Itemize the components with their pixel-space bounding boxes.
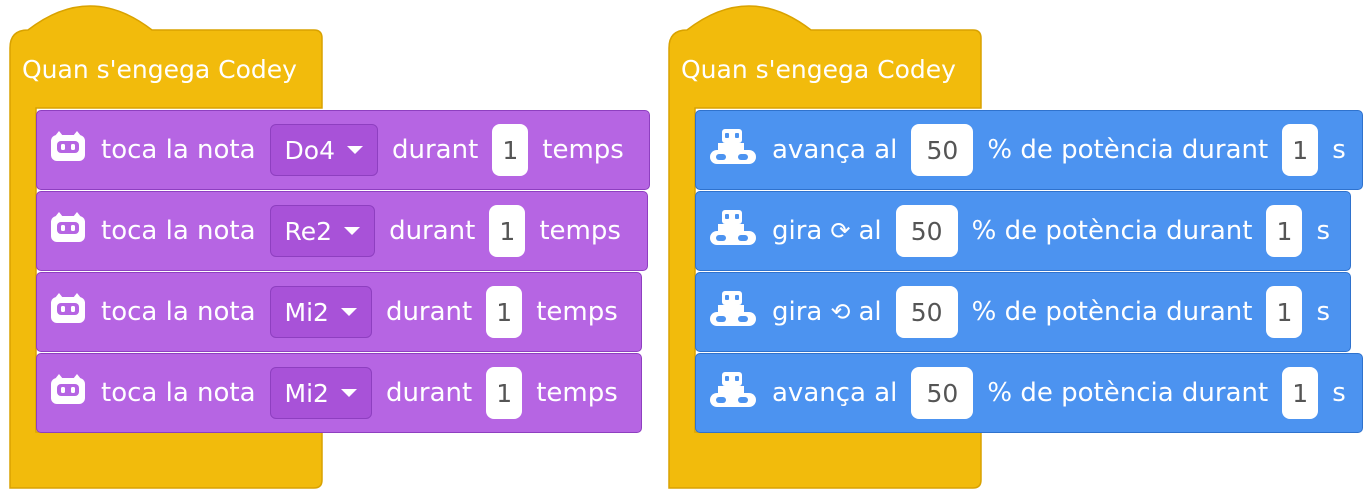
block-suffix: s <box>1316 216 1330 246</box>
turn-right-block[interactable]: gira ⟳ al 50 % de potència durant 1 s <box>695 191 1351 271</box>
block-prefix: gira <box>772 297 823 327</box>
block-suffix: s <box>1332 135 1346 165</box>
rotate-counterclockwise-icon: ⟲ <box>830 298 851 326</box>
codey-face-icon <box>49 211 87 251</box>
block-after-rotation: al <box>858 216 882 246</box>
power-input[interactable]: 50 <box>911 367 974 419</box>
move-forward-block-1[interactable]: avança al 50 % de potència durant 1 s <box>695 110 1363 190</box>
codey-face-icon <box>49 373 87 413</box>
seconds-input[interactable]: 1 <box>1266 205 1303 257</box>
turn-left-block[interactable]: gira ⟲ al 50 % de potència durant 1 s <box>695 272 1351 352</box>
block-middle: % de potència durant <box>987 135 1269 165</box>
beats-input[interactable]: 1 <box>486 367 523 419</box>
beats-input[interactable]: 1 <box>489 205 526 257</box>
power-input[interactable]: 50 <box>895 286 958 338</box>
seconds-input[interactable]: 1 <box>1282 124 1319 176</box>
move-forward-block-2[interactable]: avança al 50 % de potència durant 1 s <box>695 353 1363 433</box>
note-dropdown[interactable]: Mi2 <box>269 367 372 419</box>
rotate-clockwise-icon: ⟳ <box>830 217 851 245</box>
right-hat-label: Quan s'engega Codey <box>681 55 956 84</box>
block-suffix: temps <box>542 135 624 165</box>
dropdown-arrow-icon <box>346 146 363 154</box>
seconds-input[interactable]: 1 <box>1266 286 1303 338</box>
note-value: Mi2 <box>284 378 329 408</box>
block-middle: durant <box>385 297 473 327</box>
block-prefix: avança al <box>772 378 898 408</box>
play-note-block-1[interactable]: toca la nota Do4 durant 1 temps <box>36 110 650 190</box>
dropdown-arrow-icon <box>340 308 357 316</box>
play-note-block-4[interactable]: toca la nota Mi2 durant 1 temps <box>36 353 642 433</box>
left-hat-label: Quan s'engega Codey <box>22 55 297 84</box>
block-middle: durant <box>391 135 479 165</box>
note-dropdown[interactable]: Re2 <box>269 205 376 257</box>
note-dropdown[interactable]: Do4 <box>269 124 378 176</box>
note-value: Re2 <box>284 216 333 246</box>
block-suffix: temps <box>536 297 618 327</box>
rocky-robot-icon <box>708 209 758 254</box>
block-suffix: s <box>1316 297 1330 327</box>
block-prefix: avança al <box>772 135 898 165</box>
block-suffix: temps <box>539 216 621 246</box>
block-prefix: gira <box>772 216 823 246</box>
play-note-block-3[interactable]: toca la nota Mi2 durant 1 temps <box>36 272 642 352</box>
block-middle: durant <box>389 216 476 246</box>
block-suffix: s <box>1332 378 1346 408</box>
right-hat-block <box>668 5 982 489</box>
block-suffix: temps <box>536 378 618 408</box>
beats-input[interactable]: 1 <box>492 124 529 176</box>
dropdown-arrow-icon <box>340 389 357 397</box>
block-prefix: toca la nota <box>101 135 256 165</box>
note-value: Mi2 <box>284 297 329 327</box>
power-input[interactable]: 50 <box>895 205 958 257</box>
note-value: Do4 <box>284 135 335 165</box>
codey-face-icon <box>49 130 87 170</box>
note-dropdown[interactable]: Mi2 <box>269 286 372 338</box>
block-prefix: toca la nota <box>101 216 256 246</box>
dropdown-arrow-icon <box>344 227 361 235</box>
block-middle: % de potència durant <box>971 216 1253 246</box>
block-prefix: toca la nota <box>101 378 256 408</box>
block-prefix: toca la nota <box>101 297 256 327</box>
rocky-robot-icon <box>708 371 758 416</box>
rocky-robot-icon <box>708 128 758 173</box>
codey-face-icon <box>49 292 87 332</box>
beats-input[interactable]: 1 <box>486 286 523 338</box>
play-note-block-2[interactable]: toca la nota Re2 durant 1 temps <box>36 191 648 271</box>
block-middle: durant <box>385 378 473 408</box>
power-input[interactable]: 50 <box>911 124 974 176</box>
block-middle: % de potència durant <box>987 378 1269 408</box>
seconds-input[interactable]: 1 <box>1282 367 1319 419</box>
rocky-robot-icon <box>708 290 758 335</box>
left-hat-block <box>9 5 323 489</box>
block-middle: % de potència durant <box>971 297 1253 327</box>
block-after-rotation: al <box>858 297 882 327</box>
